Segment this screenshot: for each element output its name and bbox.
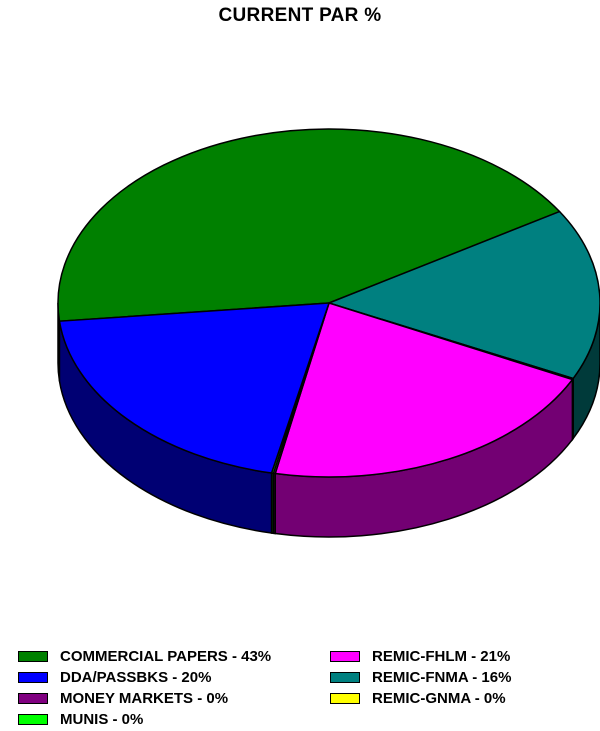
legend-label: MUNIS - 0% xyxy=(60,710,144,728)
legend-swatch xyxy=(18,671,48,683)
legend-swatch xyxy=(18,692,48,704)
legend-label: REMIC-FHLM - 21% xyxy=(372,647,511,665)
legend-item-commercial-papers: COMMERCIAL PAPERS - 43% xyxy=(18,646,271,666)
legend-label: REMIC-GNMA - 0% xyxy=(372,689,506,707)
pie-slice-commercial-papers xyxy=(57,128,561,322)
legend-swatch xyxy=(330,650,360,662)
legend-item-remic-fnma: REMIC-FNMA - 16% xyxy=(330,667,511,687)
legend-label: REMIC-FNMA - 16% xyxy=(372,668,512,686)
legend-item-money-markets: MONEY MARKETS - 0% xyxy=(18,688,228,708)
legend-label: MONEY MARKETS - 0% xyxy=(60,689,229,707)
legend-item-remic-gnma: REMIC-GNMA - 0% xyxy=(330,688,506,708)
pie-tops xyxy=(57,128,600,478)
legend-item-dda-passbks: DDA/PASSBKS - 20% xyxy=(18,667,211,687)
legend-swatch xyxy=(18,713,48,725)
legend-label: DDA/PASSBKS - 20% xyxy=(60,668,212,686)
chart-title: CURRENT PAR % xyxy=(218,5,382,26)
pie-slice-dda-passbks xyxy=(58,302,330,474)
pie-slice-remic-fhlm xyxy=(274,302,574,478)
legend-item-munis: MUNIS - 0% xyxy=(18,709,143,729)
legend-label: COMMERCIAL PAPERS - 43% xyxy=(60,647,272,665)
legend-swatch xyxy=(18,650,48,662)
legend-item-remic-fhlm: REMIC-FHLM - 21% xyxy=(330,646,510,666)
legend-swatch xyxy=(330,692,360,704)
legend-swatch xyxy=(330,671,360,683)
